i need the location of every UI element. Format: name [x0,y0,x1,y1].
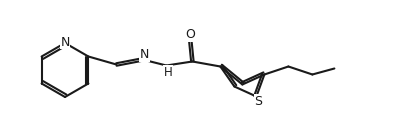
Text: H: H [164,66,172,79]
Text: S: S [254,95,262,108]
Text: N: N [60,36,69,48]
Text: N: N [139,48,149,61]
Text: O: O [185,28,195,41]
